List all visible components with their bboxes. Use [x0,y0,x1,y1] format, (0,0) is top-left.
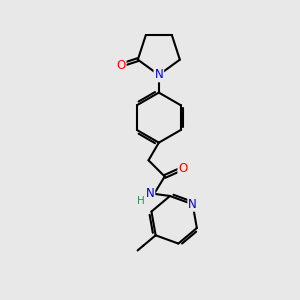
Text: N: N [188,198,197,211]
Text: N: N [154,68,163,81]
Text: N: N [146,187,154,200]
Text: H: H [137,196,145,206]
Text: O: O [178,162,188,175]
Text: O: O [116,58,126,72]
